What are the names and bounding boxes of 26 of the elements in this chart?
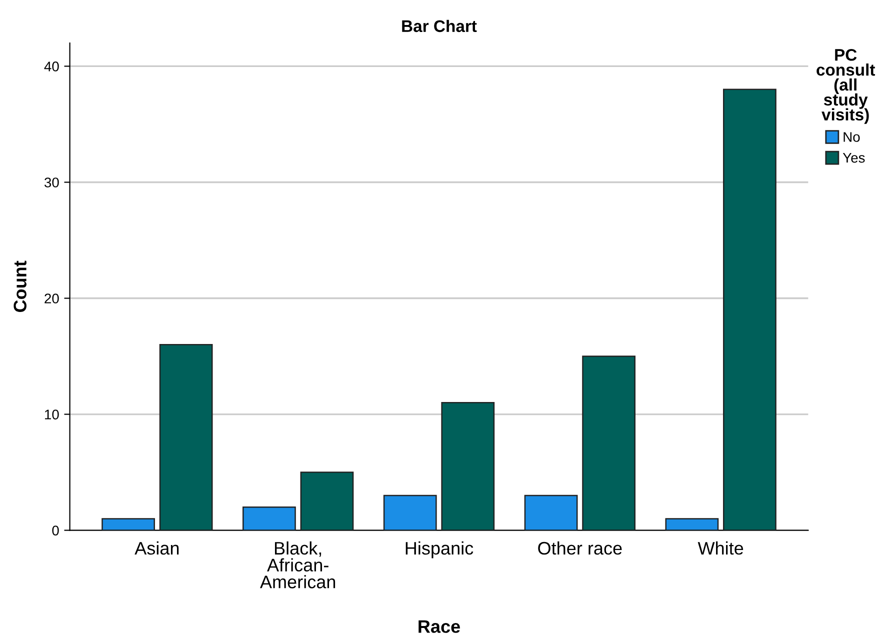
- y-tick-label: 20: [44, 294, 59, 304]
- y-tick-label: 10: [45, 410, 59, 420]
- y-tick-label: 40: [44, 62, 59, 72]
- legend-label: No: [844, 132, 860, 142]
- bar: [159, 344, 213, 530]
- legend-title: PC consult (all study visits): [816, 49, 876, 124]
- bar: [524, 494, 578, 530]
- bar: [383, 494, 437, 530]
- x-tick-label: Black, African-American: [260, 541, 336, 588]
- bar: [723, 88, 776, 530]
- x-tick-label: White: [698, 541, 744, 555]
- x-axis-title: Race: [418, 620, 460, 633]
- legend-label: Yes: [842, 152, 865, 163]
- x-tick-label: Asian: [134, 541, 179, 555]
- chart-title: Bar Chart: [402, 20, 477, 32]
- bar: [102, 518, 155, 530]
- x-tick-label: Other race: [538, 541, 622, 555]
- bar: [441, 402, 495, 530]
- x-tick-label: Hispanic: [406, 541, 474, 558]
- bar: [300, 472, 354, 530]
- y-tick-label: 0: [52, 526, 59, 536]
- bar: [242, 506, 296, 530]
- bar: [665, 518, 719, 530]
- bar: [582, 356, 636, 530]
- y-axis-title: Count: [14, 260, 26, 312]
- y-tick-label: 30: [44, 178, 59, 188]
